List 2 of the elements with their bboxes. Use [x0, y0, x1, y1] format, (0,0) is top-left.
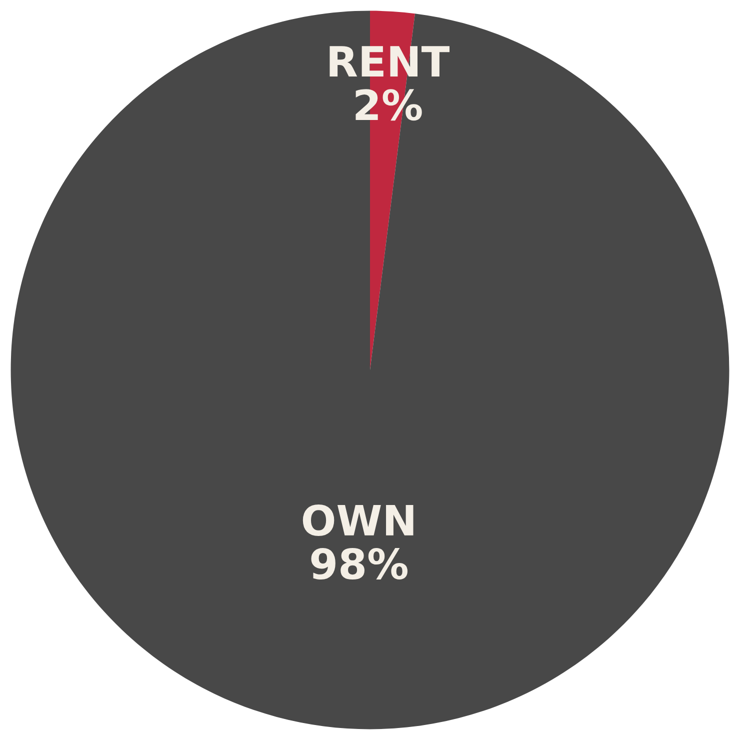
slice-label: OWN — [302, 504, 414, 536]
data-label: 98% — [311, 548, 408, 580]
